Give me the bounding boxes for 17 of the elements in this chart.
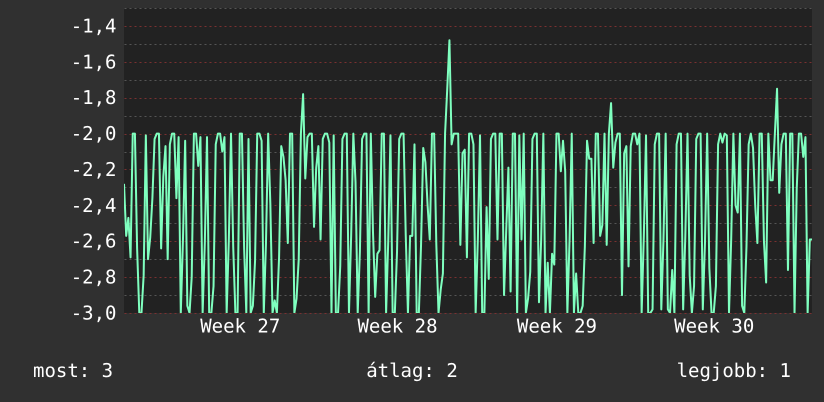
- x-tick-label: Week 27: [200, 316, 280, 338]
- x-tick-label: Week 29: [516, 316, 597, 338]
- y-tick-label: -1,4: [70, 15, 116, 38]
- line-series: [124, 39, 812, 313]
- y-tick-label: -2,0: [70, 123, 116, 146]
- y-tick-label: -2,8: [70, 266, 116, 289]
- y-tick-label: -3,0: [70, 302, 116, 324]
- y-tick-label: -1,6: [70, 51, 116, 74]
- x-tick-label: Week 30: [674, 316, 754, 338]
- y-tick-label: -1,8: [70, 87, 116, 110]
- y-tick-label: -2,2: [70, 158, 116, 181]
- y-tick-label: -2,4: [70, 194, 116, 217]
- text: legjobb: 1: [676, 360, 791, 382]
- x-tick-label: Week 28: [357, 316, 438, 338]
- text: most: 3: [33, 360, 114, 382]
- text: átlag: 2: [366, 360, 458, 382]
- y-tick-label: -2,6: [70, 230, 116, 253]
